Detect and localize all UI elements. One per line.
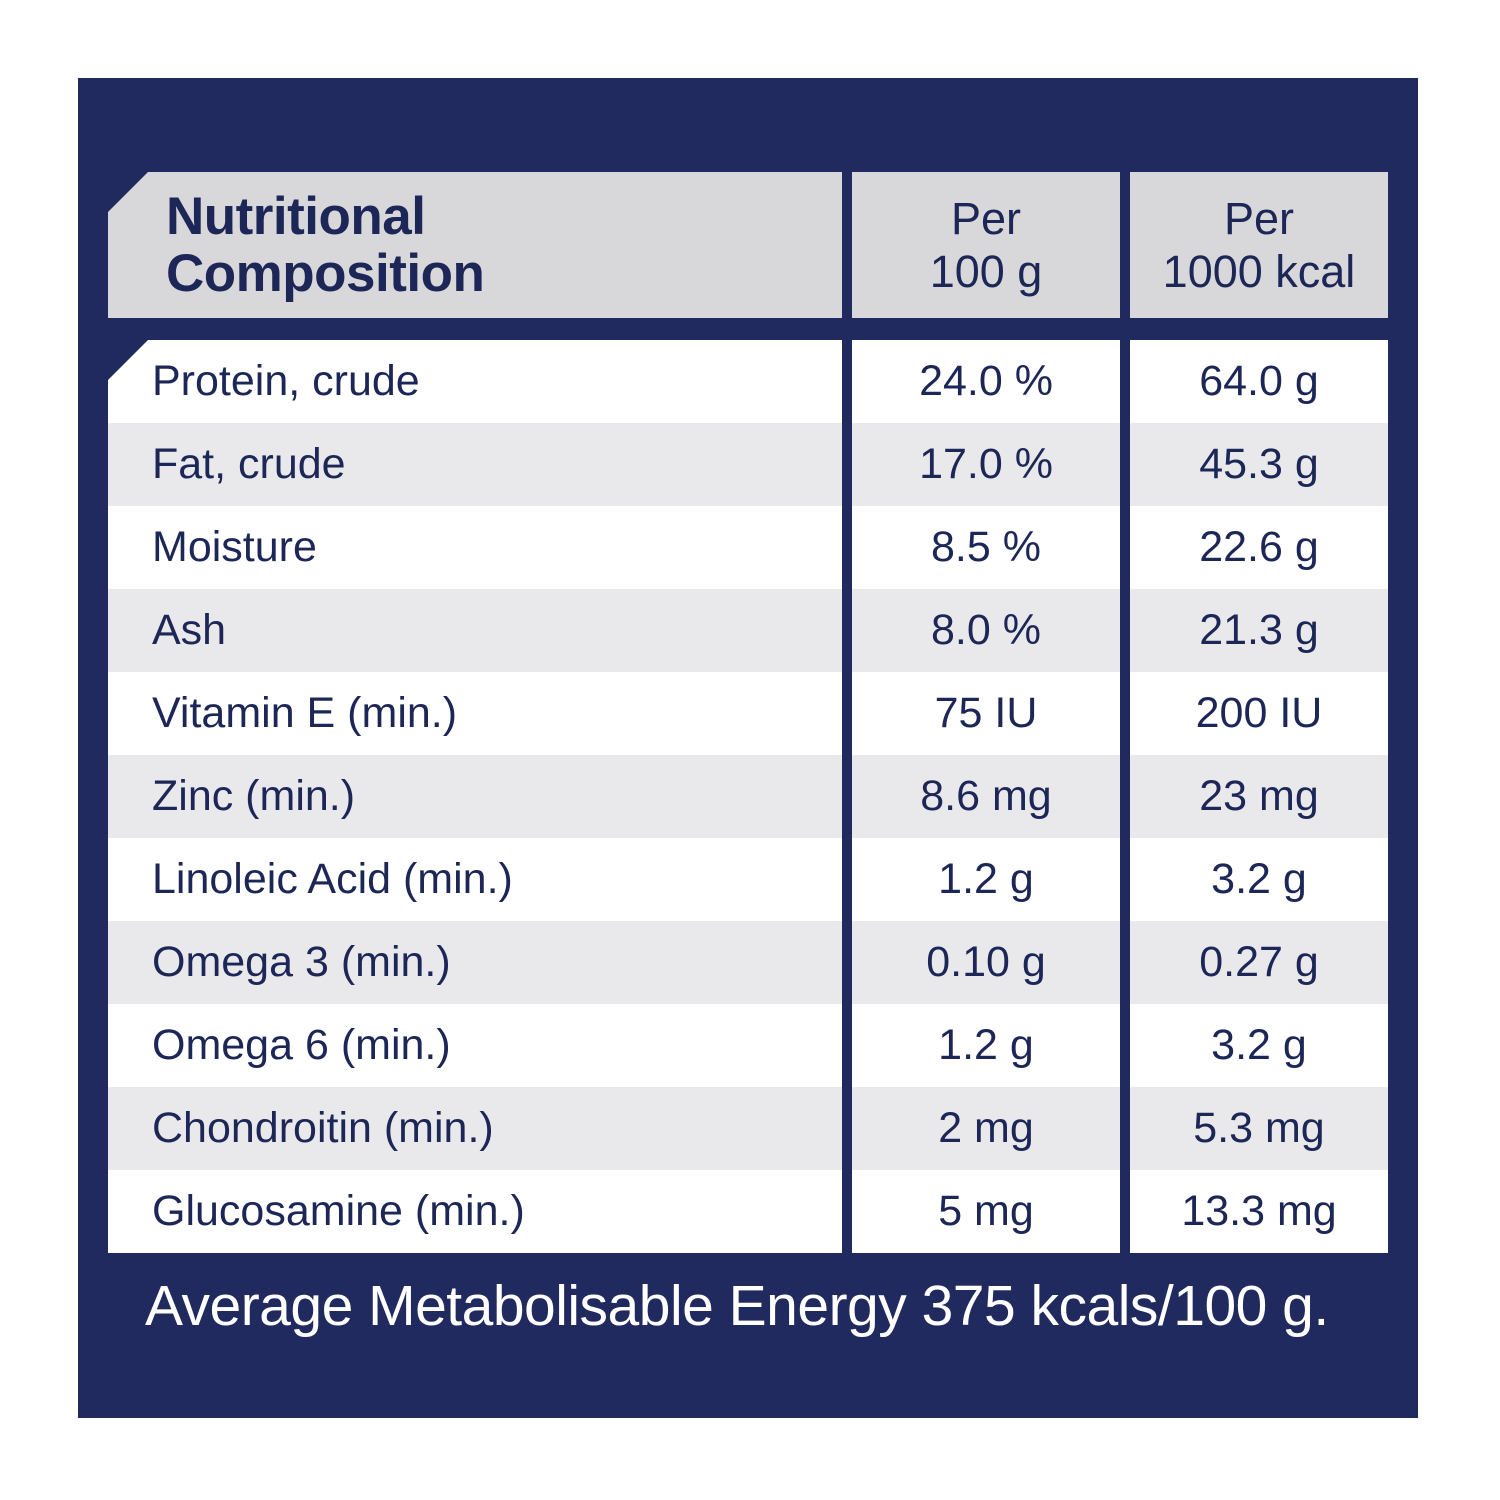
per-100g-value: 8.6 mg (852, 755, 1120, 838)
per-100g-line2: 100 g (929, 246, 1043, 297)
per-100g-line1: Per (950, 192, 1022, 244)
per-1000kcal-value: 200 IU (1130, 672, 1388, 755)
table-row: Chondroitin (min.) 2 mg 5.3 mg (108, 1087, 1388, 1170)
per-1000kcal-line2: 1000 kcal (1162, 246, 1356, 297)
nutrient-name: Moisture (108, 506, 842, 589)
nutrient-name: Vitamin E (min.) (108, 672, 842, 755)
nutrient-name: Ash (108, 589, 842, 672)
table-row: Omega 6 (min.) 1.2 g 3.2 g (108, 1004, 1388, 1087)
nutrient-name: Zinc (min.) (108, 755, 842, 838)
column-header-per-100g: Per 100 g (852, 172, 1120, 318)
per-1000kcal-value: 45.3 g (1130, 423, 1388, 506)
table-row: Glucosamine (min.) 5 mg 13.3 mg (108, 1170, 1388, 1253)
per-1000kcal-value: 23 mg (1130, 755, 1388, 838)
nutrient-name: Glucosamine (min.) (108, 1170, 842, 1253)
nutrient-name: Fat, crude (108, 423, 842, 506)
table-row: Protein, crude 24.0 % 64.0 g (108, 340, 1388, 423)
nutrient-name: Linoleic Acid (min.) (108, 838, 842, 921)
table-row: Fat, crude 17.0 % 45.3 g (108, 423, 1388, 506)
table-row: Ash 8.0 % 21.3 g (108, 589, 1388, 672)
per-1000kcal-value: 21.3 g (1130, 589, 1388, 672)
per-1000kcal-value: 0.27 g (1130, 921, 1388, 1004)
per-100g-value: 8.0 % (852, 589, 1120, 672)
per-1000kcal-line1: Per (1223, 192, 1295, 244)
table-title-line1: Nutritional (166, 186, 426, 246)
nutrient-name: Omega 6 (min.) (108, 1004, 842, 1087)
per-100g-value: 1.2 g (852, 1004, 1120, 1087)
column-header-per-1000kcal: Per 1000 kcal (1130, 172, 1388, 318)
table-row: Moisture 8.5 % 22.6 g (108, 506, 1388, 589)
table-title: Nutritional Composition (108, 172, 842, 318)
nutrient-name: Omega 3 (min.) (108, 921, 842, 1004)
per-100g-value: 0.10 g (852, 921, 1120, 1004)
nutrient-name: Protein, crude (108, 340, 842, 423)
table-row: Vitamin E (min.) 75 IU 200 IU (108, 672, 1388, 755)
table-row: Linoleic Acid (min.) 1.2 g 3.2 g (108, 838, 1388, 921)
metabolisable-energy-note: Average Metabolisable Energy 375 kcals/1… (145, 1274, 1329, 1338)
per-1000kcal-value: 64.0 g (1130, 340, 1388, 423)
nutrition-table: Nutritional Composition Per 100 g Per 10… (108, 172, 1388, 1339)
per-100g-value: 24.0 % (852, 340, 1120, 423)
per-100g-value: 17.0 % (852, 423, 1120, 506)
table-row: Zinc (min.) 8.6 mg 23 mg (108, 755, 1388, 838)
per-1000kcal-value: 5.3 mg (1130, 1087, 1388, 1170)
per-100g-value: 8.5 % (852, 506, 1120, 589)
per-100g-value: 1.2 g (852, 838, 1120, 921)
table-header-row: Nutritional Composition Per 100 g Per 10… (108, 172, 1388, 318)
per-1000kcal-value: 13.3 mg (1130, 1170, 1388, 1253)
nutrient-name: Chondroitin (min.) (108, 1087, 842, 1170)
per-1000kcal-value: 3.2 g (1130, 1004, 1388, 1087)
per-100g-value: 2 mg (852, 1087, 1120, 1170)
per-1000kcal-value: 22.6 g (1130, 506, 1388, 589)
table-row: Omega 3 (min.) 0.10 g 0.27 g (108, 921, 1388, 1004)
per-100g-value: 5 mg (852, 1170, 1120, 1253)
per-1000kcal-value: 3.2 g (1130, 838, 1388, 921)
table-title-line2: Composition (166, 244, 485, 303)
per-100g-value: 75 IU (852, 672, 1120, 755)
nutrition-panel: Nutritional Composition Per 100 g Per 10… (78, 78, 1418, 1418)
